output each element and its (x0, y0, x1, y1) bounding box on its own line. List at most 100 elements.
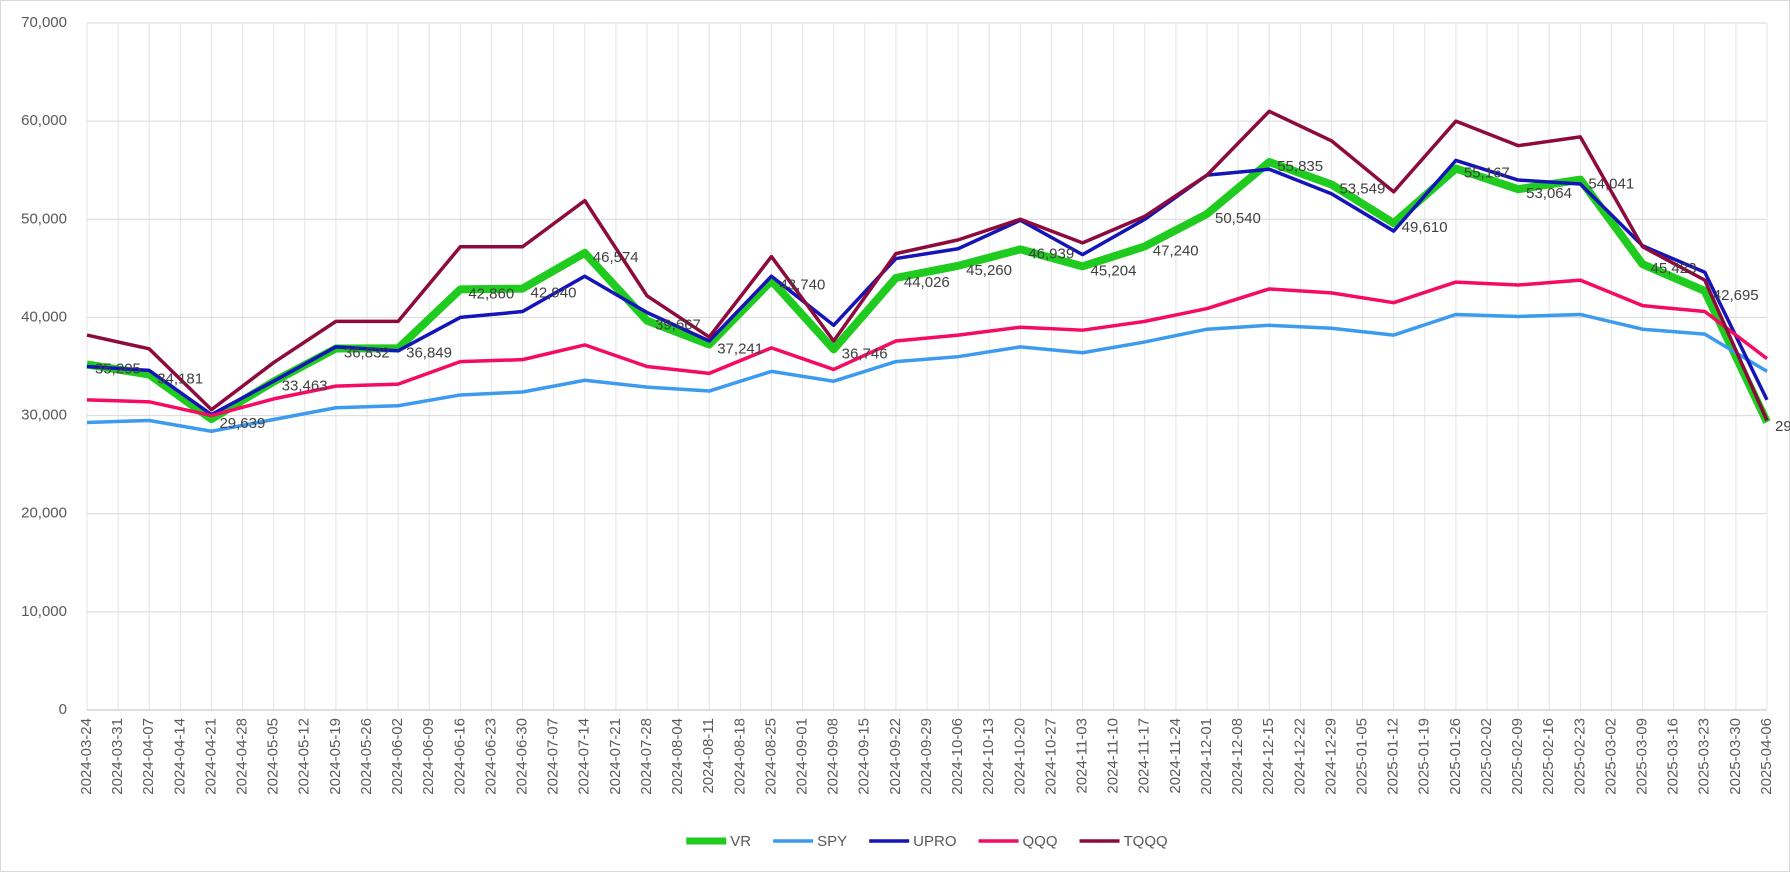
y-tick-label: 70,000 (21, 14, 67, 31)
x-tick-label: 2024-07-07 (545, 718, 562, 795)
data-label: 36,849 (406, 344, 452, 361)
data-label: 44,026 (904, 274, 950, 291)
y-tick-label: 30,000 (21, 407, 67, 424)
data-label: 43,740 (779, 277, 825, 294)
data-label: 42,860 (468, 285, 514, 302)
x-tick-label: 2025-03-23 (1696, 718, 1713, 795)
data-label: 55,167 (1464, 165, 1510, 182)
x-tick-label: 2024-04-21 (202, 718, 219, 795)
data-label: 50,540 (1215, 210, 1261, 227)
x-tick-label: 2024-05-26 (358, 718, 375, 795)
x-tick-label: 2024-10-27 (1042, 718, 1059, 795)
x-tick-label: 2024-09-29 (918, 718, 935, 795)
x-tick-label: 2024-10-13 (980, 718, 997, 795)
x-tick-label: 2025-02-23 (1571, 718, 1588, 795)
x-tick-label: 2024-12-08 (1229, 718, 1246, 795)
data-label: 47,240 (1153, 242, 1199, 259)
x-tick-label: 2024-08-25 (762, 718, 779, 795)
data-label: 46,939 (1028, 245, 1074, 262)
x-tick-label: 2025-01-12 (1385, 718, 1402, 795)
data-label: 53,549 (1339, 180, 1385, 197)
x-tick-label: 2024-07-21 (607, 718, 624, 795)
data-label: 45,204 (1091, 262, 1137, 279)
x-tick-label: 2024-12-22 (1291, 718, 1308, 795)
data-label: 46,574 (593, 249, 639, 266)
data-label: 42,940 (531, 285, 577, 302)
x-tick-label: 2024-09-08 (825, 718, 842, 795)
x-tick-label: 2024-07-28 (638, 718, 655, 795)
data-label: 42,695 (1713, 287, 1759, 304)
data-label: 55,835 (1277, 158, 1323, 175)
series-line (86, 312, 1768, 434)
x-tick-label: 2024-11-10 (1105, 718, 1122, 794)
data-label: 53,064 (1526, 185, 1572, 202)
legend: VR SPY UPRO QQQ TQQQ (686, 833, 1168, 850)
x-tick-label: 2024-05-19 (327, 718, 344, 795)
x-tick-label: 2024-03-24 (78, 718, 95, 795)
x-tick-label: 2024-12-01 (1198, 718, 1215, 795)
legend-label: VR (730, 833, 751, 850)
x-tick-label: 2025-04-06 (1758, 718, 1775, 795)
x-tick-label: 2024-08-04 (669, 718, 686, 795)
data-label: 34,181 (157, 371, 203, 388)
data-label: 54,041 (1588, 176, 1634, 193)
legend-label: SPY (817, 833, 847, 850)
x-tick-label: 2024-09-01 (794, 718, 811, 795)
data-label: 39,667 (655, 317, 701, 334)
x-tick-label: 2024-09-15 (856, 718, 873, 795)
x-tick-label: 2024-10-06 (949, 718, 966, 795)
y-tick-label: 40,000 (21, 308, 67, 325)
legend-label: TQQQ (1124, 833, 1168, 850)
x-tick-label: 2024-04-07 (140, 718, 157, 795)
legend-label: UPRO (913, 833, 956, 850)
x-tick-label: 2024-06-30 (514, 718, 531, 795)
legend-label: QQQ (1023, 833, 1058, 850)
data-label: 33,463 (282, 378, 328, 395)
data-label: 36,746 (842, 345, 888, 362)
data-label: 49,610 (1402, 219, 1448, 236)
x-tick-label: 2024-11-03 (1074, 718, 1091, 794)
x-tick-label: 2024-09-22 (887, 718, 904, 795)
x-tick-label: 2025-03-02 (1602, 718, 1619, 795)
x-tick-label: 2024-06-02 (389, 718, 406, 795)
x-tick-label: 2024-10-20 (1011, 718, 1028, 795)
y-tick-label: 0 (59, 701, 67, 718)
series-line (86, 109, 1769, 422)
x-tick-label: 2024-12-29 (1322, 718, 1339, 795)
x-tick-label: 2024-03-31 (109, 718, 126, 795)
x-tick-label: 2024-06-16 (451, 718, 468, 795)
y-tick-label: 60,000 (21, 112, 67, 129)
x-tick-label: 2025-03-30 (1727, 718, 1744, 795)
x-tick-label: 2025-01-26 (1447, 718, 1464, 795)
data-label: 45,260 (966, 262, 1012, 279)
y-tick-label: 50,000 (21, 210, 67, 227)
x-tick-label: 2024-07-14 (576, 718, 593, 795)
data-label: 29,331 (1775, 418, 1790, 435)
x-tick-label: 2024-04-14 (171, 718, 188, 795)
x-tick-label: 2024-06-23 (482, 718, 499, 795)
series-line (86, 158, 1769, 417)
data-label: 37,241 (717, 340, 763, 357)
x-tick-label: 2025-01-05 (1354, 718, 1371, 795)
x-tick-label: 2025-02-09 (1509, 718, 1526, 795)
data-label: 36,832 (344, 344, 390, 361)
x-tick-label: 2024-06-09 (420, 718, 437, 795)
x-tick-label: 2025-03-16 (1665, 718, 1682, 795)
x-tick-label: 2025-02-16 (1540, 718, 1557, 795)
data-label: 45,423 (1651, 260, 1697, 277)
x-tick-label: 2024-08-11 (700, 718, 717, 794)
x-tick-label: 2024-05-05 (265, 718, 282, 795)
data-label: 29,639 (219, 415, 265, 432)
x-tick-label: 2024-08-18 (731, 718, 748, 795)
x-tick-label: 2024-11-24 (1167, 718, 1184, 794)
x-tick-label: 2025-03-09 (1634, 718, 1651, 795)
x-tick-label: 2025-02-02 (1478, 718, 1495, 795)
data-label: 35,205 (95, 360, 141, 377)
x-tick-label: 2025-01-19 (1416, 718, 1433, 795)
x-tick-label: 2024-04-28 (234, 718, 251, 795)
y-tick-label: 10,000 (21, 603, 67, 620)
x-tick-label: 2024-05-12 (296, 718, 313, 795)
y-tick-label: 20,000 (21, 505, 67, 522)
